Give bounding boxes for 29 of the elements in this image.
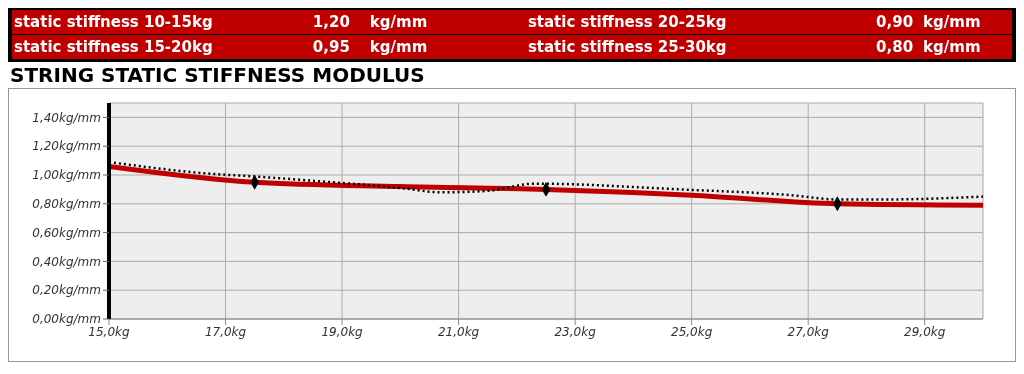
x-tick-label: 15,0kg [88, 324, 131, 339]
y-tick-label: 0,80kg/mm [32, 197, 101, 212]
x-tick-label: 21,0kg [437, 324, 480, 339]
text: kg/mm [369, 38, 429, 56]
text: 0,90 [875, 13, 915, 31]
x-tick-label: 29,0kg [904, 324, 946, 339]
text: static stiffness 25-30kg [527, 38, 728, 56]
y-tick-label: 0,60kg/mm [32, 225, 101, 240]
y-tick-label: 1,40kg/mm [32, 110, 101, 125]
text: kg/mm [369, 13, 429, 31]
x-tick-label: 25,0kg [671, 324, 713, 339]
text: static stiffness 15-20kg [13, 38, 214, 56]
text: 0,95 [311, 38, 351, 56]
x-tick-label: 27,0kg [787, 324, 830, 339]
text: static stiffness 20-25kg [527, 13, 728, 31]
x-tick-label: 23,0kg [554, 324, 597, 339]
text: kg/mm [923, 38, 982, 56]
chart-title: STRING STATIC STIFFNESS MODULUS [9, 62, 426, 88]
y-tick-label: 0,40kg/mm [32, 254, 101, 269]
text: 0,80 [875, 38, 915, 56]
x-tick-label: 17,0kg [204, 324, 247, 339]
x-tick-label: 19,0kg [321, 324, 364, 339]
text: kg/mm [923, 13, 982, 31]
y-tick-label: 1,00kg/mm [32, 168, 101, 183]
y-tick-label: 1,20kg/mm [32, 139, 101, 154]
y-tick-label: 0,00kg/mm [32, 312, 101, 327]
text: static stiffness 10-15kg [13, 13, 214, 31]
text: 1,20 [311, 13, 351, 31]
y-tick-label: 0,20kg/mm [32, 283, 101, 298]
